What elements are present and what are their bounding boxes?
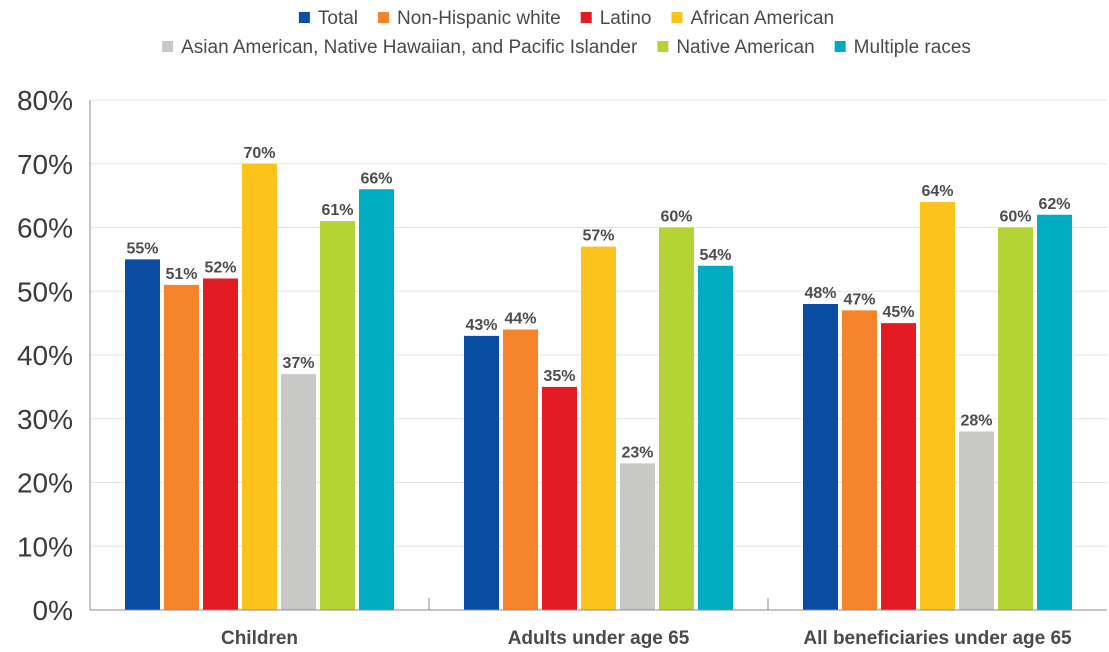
y-axis: 0% 10% 20% 30% 40% 50% 60% 70% 80% <box>17 85 91 626</box>
bars <box>125 163 1072 610</box>
data-label-non-hispanic-white-adults-under-age-65: 44% <box>504 311 536 328</box>
legend-swatch <box>378 12 390 23</box>
bar-multiple-races-adults-under-age-65 <box>698 265 733 610</box>
bar-total-children <box>125 259 160 610</box>
bar-non-hispanic-white-adults-under-age-65 <box>503 329 538 610</box>
legend-label: Asian American, Native Hawaiian, and Pac… <box>181 37 638 58</box>
y-tick-label: 40% <box>17 340 73 371</box>
bar-asian-american-native-hawaiian-and-pacific-islander-all-beneficiaries-under-age-65 <box>959 431 994 610</box>
data-label-african-american-all-beneficiaries-under-age-65: 64% <box>921 183 953 200</box>
bar-native-american-children <box>320 221 355 610</box>
y-tick-label: 50% <box>17 276 73 307</box>
legend-label: African American <box>690 8 834 29</box>
bar-native-american-all-beneficiaries-under-age-65 <box>998 227 1033 610</box>
legend-swatch <box>671 12 683 23</box>
legend-swatch <box>580 12 592 23</box>
bar-african-american-children <box>242 163 277 610</box>
data-label-native-american-children: 61% <box>321 202 353 219</box>
bar-non-hispanic-white-children <box>164 284 199 610</box>
bar-multiple-races-all-beneficiaries-under-age-65 <box>1037 214 1072 610</box>
bar-total-all-beneficiaries-under-age-65 <box>803 304 838 610</box>
data-label-african-american-adults-under-age-65: 57% <box>582 228 614 245</box>
data-label-total-children: 55% <box>126 240 158 257</box>
bar-latino-adults-under-age-65 <box>542 386 577 610</box>
data-label-non-hispanic-white-all-beneficiaries-under-age-65: 47% <box>843 291 875 308</box>
y-tick-label: 30% <box>17 404 73 435</box>
bar-native-american-adults-under-age-65 <box>659 227 694 610</box>
x-axis: Children Adults under age 65 All beneficia… <box>90 598 1107 649</box>
data-label-latino-all-beneficiaries-under-age-65: 45% <box>882 304 914 321</box>
data-label-native-american-adults-under-age-65: 60% <box>660 209 692 226</box>
data-label-multiple-races-children: 66% <box>360 170 392 187</box>
legend-row: Asian American, Native Hawaiian, and Pac… <box>162 37 971 58</box>
data-label-total-adults-under-age-65: 43% <box>465 317 497 334</box>
data-label-asian-american-native-hawaiian-and-pacific-islander-all-beneficiaries-under-age-65: 28% <box>960 413 992 430</box>
legend-swatch <box>834 41 846 52</box>
y-tick-label: 20% <box>17 468 73 499</box>
category-label: All beneficiaries under age 65 <box>803 628 1072 649</box>
data-label-total-all-beneficiaries-under-age-65: 48% <box>804 285 836 302</box>
legend: Total Non-Hispanic white Latino African Ame… <box>162 8 971 58</box>
y-tick-label: 80% <box>17 85 73 116</box>
bar-african-american-adults-under-age-65 <box>581 246 616 610</box>
legend-label: Native American <box>676 37 814 58</box>
data-label-native-american-all-beneficiaries-under-age-65: 60% <box>999 209 1031 226</box>
bar-latino-all-beneficiaries-under-age-65 <box>881 323 916 610</box>
bar-african-american-all-beneficiaries-under-age-65 <box>920 202 955 610</box>
bar-latino-children <box>203 278 238 610</box>
legend-row: Total Non-Hispanic white Latino African Ame… <box>298 8 834 29</box>
data-label-african-american-children: 70% <box>243 145 275 162</box>
y-tick-label: 70% <box>17 149 73 180</box>
data-label-asian-american-native-hawaiian-and-pacific-islander-children: 37% <box>282 355 314 372</box>
y-tick-label: 0% <box>33 595 73 626</box>
legend-label: Non-Hispanic white <box>397 8 561 29</box>
category-label: Children <box>221 628 298 649</box>
category-label: Adults under age 65 <box>508 628 690 649</box>
legend-label: Latino <box>600 8 652 29</box>
bar-total-adults-under-age-65 <box>464 335 499 610</box>
y-tick-label: 10% <box>17 531 73 562</box>
legend-label: Multiple races <box>854 37 971 58</box>
legend-swatch <box>298 12 310 23</box>
data-label-multiple-races-adults-under-age-65: 54% <box>699 247 731 264</box>
data-label-latino-adults-under-age-65: 35% <box>543 368 575 385</box>
bar-multiple-races-children <box>359 189 394 610</box>
data-label-non-hispanic-white-children: 51% <box>165 266 197 283</box>
data-label-latino-children: 52% <box>204 260 236 277</box>
legend-swatch <box>162 41 174 52</box>
legend-swatch <box>657 41 669 52</box>
data-labels: 55% 51% 52% 70% 37% 61% 66% 43% 44% 35% 57% 23% 60% 5… <box>126 145 1070 462</box>
data-label-asian-american-native-hawaiian-and-pacific-islander-adults-under-age-65: 23% <box>621 444 653 461</box>
bar-non-hispanic-white-all-beneficiaries-under-age-65 <box>842 310 877 610</box>
y-tick-label: 60% <box>17 213 73 244</box>
bar-asian-american-native-hawaiian-and-pacific-islander-adults-under-age-65 <box>620 463 655 610</box>
legend-label: Total <box>318 8 358 29</box>
data-label-multiple-races-all-beneficiaries-under-age-65: 62% <box>1038 196 1070 213</box>
bar-asian-american-native-hawaiian-and-pacific-islander-children <box>281 374 316 610</box>
